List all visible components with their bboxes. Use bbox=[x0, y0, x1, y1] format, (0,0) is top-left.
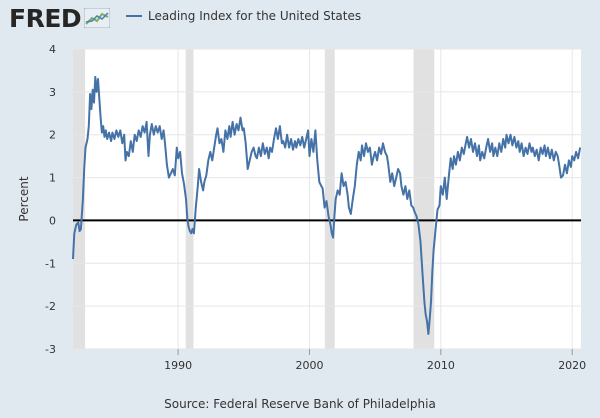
y-tick-label: 4 bbox=[49, 43, 56, 56]
y-tick-label: 0 bbox=[49, 214, 56, 227]
recession-band bbox=[413, 49, 435, 349]
legend-swatch bbox=[126, 15, 142, 17]
recession-band bbox=[73, 49, 86, 349]
chart-trend-icon bbox=[83, 7, 111, 32]
y-tick-label: -3 bbox=[45, 343, 56, 356]
y-tick-label: 2 bbox=[49, 129, 56, 142]
recession-band bbox=[185, 49, 194, 349]
y-tick-label: 1 bbox=[49, 172, 56, 185]
x-tick-label: 2010 bbox=[427, 359, 455, 372]
legend-label: Leading Index for the United States bbox=[148, 9, 362, 23]
y-tick-label: 3 bbox=[49, 86, 56, 99]
y-tick-label: -1 bbox=[45, 257, 56, 270]
fred-logo[interactable]: FRED bbox=[9, 4, 111, 33]
x-tick-label: 1990 bbox=[164, 359, 192, 372]
series-line bbox=[72, 75, 582, 335]
y-axis-title: Percent bbox=[17, 176, 31, 221]
legend[interactable]: Leading Index for the United States bbox=[126, 9, 361, 23]
source-note: Source: Federal Reserve Bank of Philadel… bbox=[164, 397, 436, 411]
logo-text: FRED bbox=[9, 4, 82, 33]
y-tick-label: -2 bbox=[45, 300, 56, 313]
recession-band bbox=[324, 49, 335, 349]
x-tick-label: 2020 bbox=[558, 359, 586, 372]
x-tick-label: 2000 bbox=[295, 359, 323, 372]
